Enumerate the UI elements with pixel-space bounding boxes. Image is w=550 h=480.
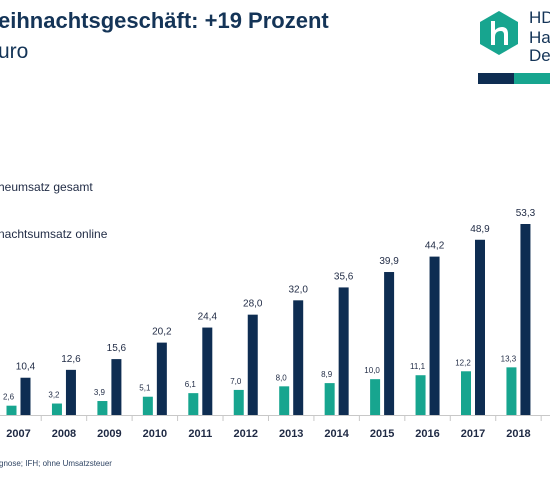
bar-online-2018	[506, 367, 517, 415]
data-label-online-2013: 8,0	[276, 373, 288, 382]
data-label-online-2018: 13,3	[501, 354, 517, 363]
bar-online-2012	[233, 389, 244, 415]
data-label-total-2011: 24,4	[198, 312, 218, 323]
data-label-online-2010: 5,1	[139, 384, 151, 393]
x-tick-label-2007: 2007	[6, 428, 30, 440]
bar-total-2010	[156, 342, 167, 415]
logo-text-line2: Ha	[529, 28, 550, 47]
data-label-total-2010: 20,2	[152, 327, 172, 338]
data-label-total-2014: 35,6	[334, 271, 354, 282]
data-label-total-2015: 39,9	[379, 256, 399, 267]
x-tick-label-2016: 2016	[415, 428, 439, 440]
x-tick-label-2013: 2013	[279, 428, 303, 440]
x-tick-label-2015: 2015	[370, 428, 394, 440]
bar-total-2018	[520, 224, 531, 415]
bar-online-2014	[324, 383, 335, 415]
bar-total-2015	[384, 272, 395, 415]
data-label-online-2009: 3,9	[94, 388, 106, 397]
data-label-total-2012: 28,0	[243, 299, 263, 310]
data-label-total-2013: 32,0	[288, 284, 308, 295]
bar-online-2007	[6, 405, 17, 415]
data-label-online-2015: 10,0	[364, 366, 380, 375]
data-label-total-2017: 48,9	[470, 224, 490, 235]
bar-total-2012	[247, 314, 258, 415]
bar-total-2008	[65, 369, 76, 415]
bar-total-2011	[202, 327, 213, 415]
chart-title: eihnachtsgeschäft: +19 Prozent	[0, 8, 329, 33]
brand-bar-navy	[478, 73, 514, 84]
bar-online-2010	[142, 396, 153, 415]
data-label-total-2008: 12,6	[61, 354, 81, 365]
data-label-total-2018: 53,3	[516, 208, 536, 219]
bar-total-2017	[475, 239, 485, 415]
bar-online-2009	[97, 401, 108, 415]
bar-online-2011	[188, 393, 199, 415]
logo-text-line3: De	[529, 46, 550, 65]
legend-label-online: nachtsumsatz online	[0, 227, 108, 241]
logo-text-line1: HD	[529, 8, 550, 27]
bar-total-2016	[429, 256, 440, 415]
source-note: gnose; IFH; ohne Umsatzsteuer	[0, 459, 112, 468]
x-tick-label-2011: 2011	[188, 428, 212, 440]
data-label-total-2009: 15,6	[107, 343, 127, 354]
bar-online-2016	[415, 375, 426, 415]
x-tick-label-2009: 2009	[97, 428, 121, 440]
brand-bar-teal	[514, 73, 550, 84]
bar-total-2007	[20, 377, 31, 415]
legend-label-total: heumsatz gesamt	[0, 180, 93, 194]
data-label-online-2017: 12,2	[455, 358, 471, 367]
x-tick-label-2018: 2018	[506, 428, 530, 440]
data-label-online-2011: 6,1	[185, 380, 197, 389]
data-label-online-2012: 7,0	[230, 377, 242, 386]
bar-online-2015	[370, 379, 381, 415]
bar-online-2008	[51, 403, 62, 415]
hde-logo-icon	[480, 11, 518, 55]
chart-subtitle: uro	[0, 40, 29, 63]
x-tick-label-2014: 2014	[324, 428, 349, 440]
data-label-online-2014: 8,9	[321, 370, 333, 379]
x-tick-label-2008: 2008	[52, 428, 76, 440]
bar-total-2013	[293, 300, 304, 415]
data-label-total-2007: 10,4	[16, 362, 36, 373]
data-label-total-2016: 44,2	[425, 241, 445, 252]
x-tick-label-2017: 2017	[461, 428, 485, 440]
bar-online-2017	[461, 371, 471, 415]
data-label-online-2007: 2,6	[3, 393, 15, 402]
data-label-online-2016: 11,1	[410, 362, 426, 371]
bar-online-2013	[279, 386, 290, 415]
data-label-online-2008: 3,2	[48, 391, 60, 400]
x-tick-label-2012: 2012	[234, 428, 258, 440]
bar-total-2009	[111, 359, 122, 415]
x-tick-label-2010: 2010	[143, 428, 167, 440]
bar-total-2014	[338, 287, 349, 415]
